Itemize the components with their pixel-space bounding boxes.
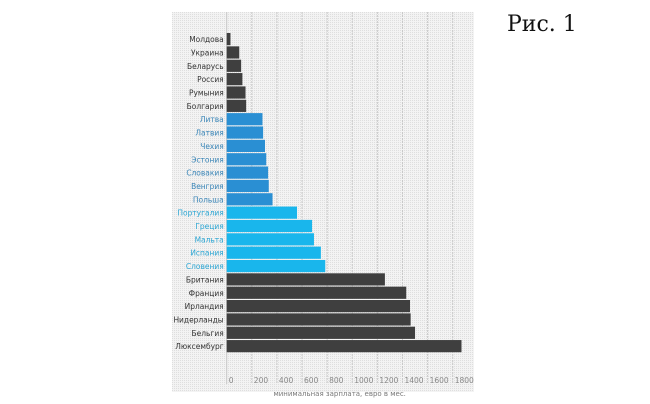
x-tick-label: 1600 [430,376,449,385]
bar [226,179,269,193]
bar [226,313,411,326]
x-tick-label: 400 [279,376,294,385]
category-label: Венгрия [191,181,224,191]
category-label: Ирландия [185,301,224,311]
category-label: Чехия [200,141,223,151]
category-label: Румыния [189,88,224,98]
category-label: Люксембург [175,341,223,351]
category-label: Британия [186,274,224,284]
x-tick-label: 0 [229,376,234,385]
category-label: Польша [193,194,224,204]
bar [226,246,321,259]
x-axis-label: минимальная зарплата, евро в мес. [273,390,405,398]
bar [226,86,246,99]
bar [226,286,407,299]
category-label: Россия [197,74,224,84]
x-tick-label: 1000 [354,376,373,385]
x-tick-label: 1400 [404,376,423,385]
category-label: Словения [186,261,224,271]
x-tick-label: 600 [304,376,319,385]
bar [226,300,411,313]
category-label: Нидерланды [173,314,223,324]
x-tick-label: 800 [329,376,344,385]
bar [226,59,242,72]
bar [226,273,385,286]
category-label: Беларусь [187,61,224,71]
bar [226,219,313,233]
bar [226,326,416,339]
category-label: Мальта [195,234,224,244]
category-label: Молдова [189,34,223,44]
bar [226,73,243,86]
category-label: Латвия [195,128,223,138]
category-label: Литва [200,114,224,124]
bar [226,126,264,139]
x-tick-label: 200 [254,376,269,385]
bar [226,139,265,152]
bar [226,193,273,206]
bar [226,166,269,179]
category-label: Украина [191,47,224,57]
category-label: Бельгия [192,328,224,338]
category-label: Испания [190,248,223,258]
category-label: Португалия [177,208,223,218]
bar [226,340,462,353]
x-tick-label: 1200 [379,376,398,385]
x-tick-label: 1800 [455,376,474,385]
bar [226,33,231,46]
bar [226,153,267,166]
category-label: Франция [189,288,224,298]
figure-caption: Рис. 1 [507,12,577,37]
bar [226,99,247,112]
bar [226,259,326,273]
bar [226,113,263,126]
category-label: Эстония [191,154,223,164]
category-label: Греция [195,221,223,231]
bar [226,206,298,219]
bar [226,233,314,246]
category-label: Болгария [187,101,224,111]
category-label: Словакия [186,168,223,178]
bar [226,46,240,59]
